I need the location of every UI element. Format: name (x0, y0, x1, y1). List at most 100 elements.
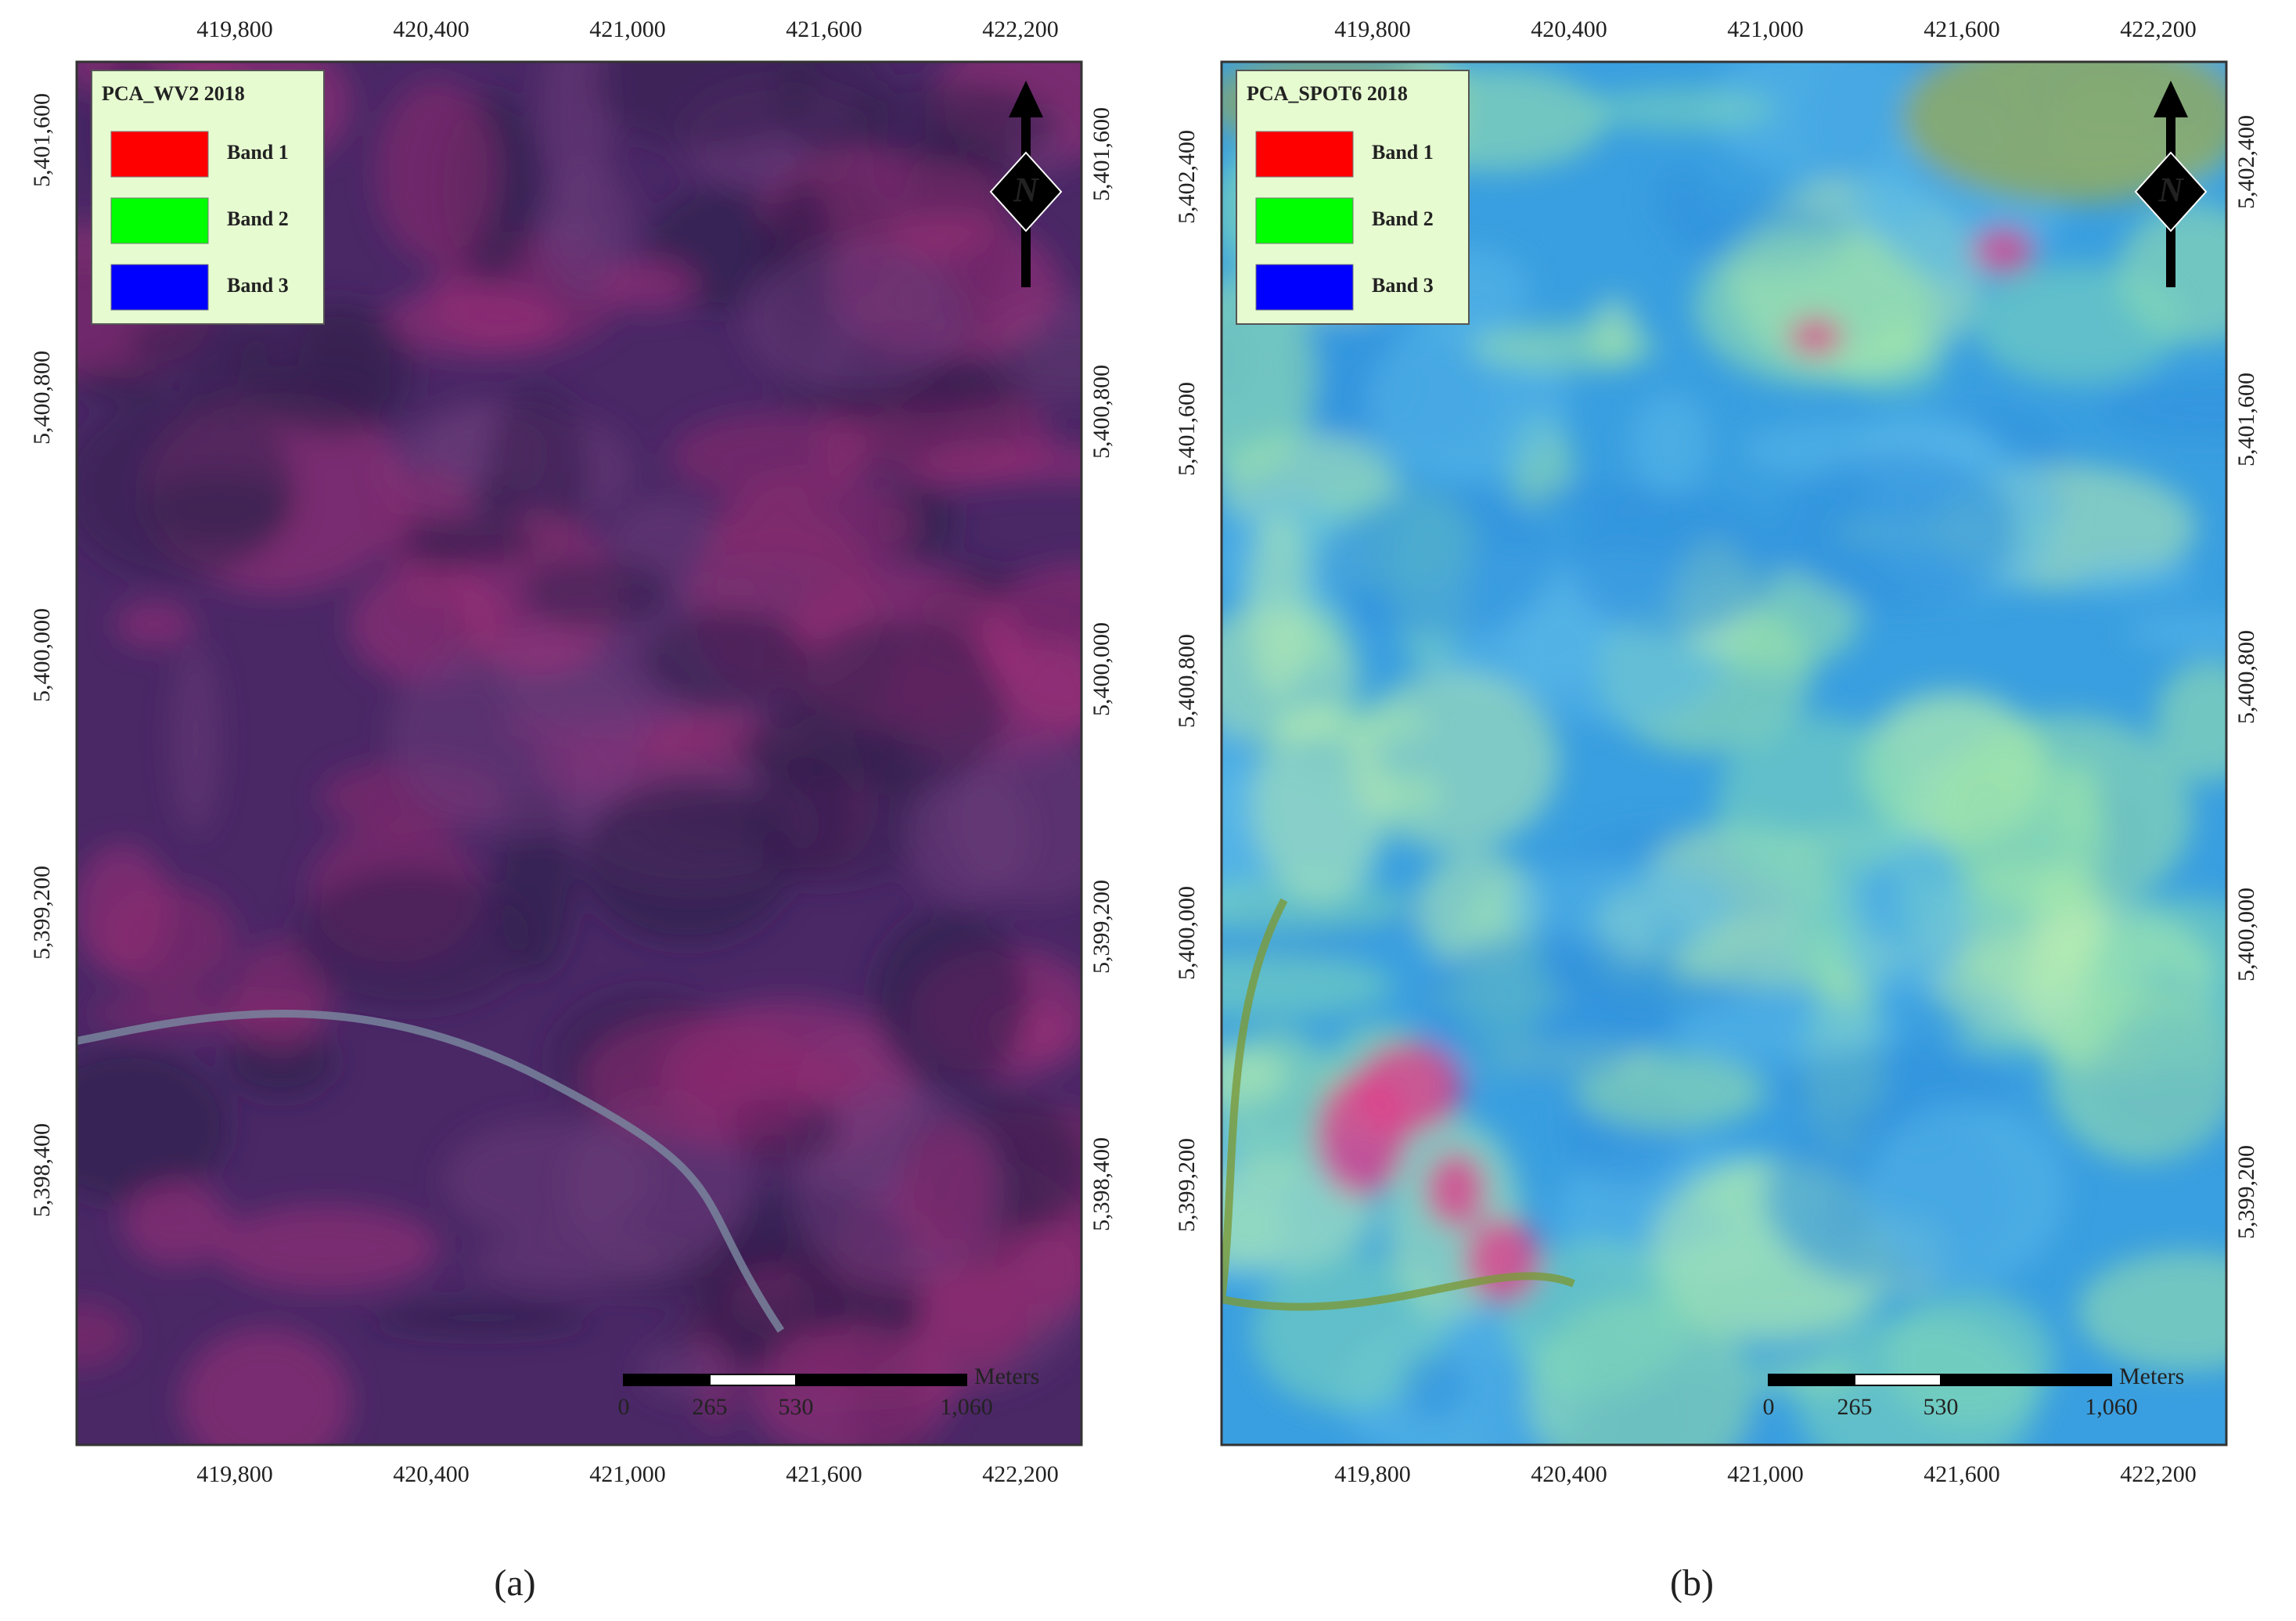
top-tick-label: 422,200 (982, 16, 1059, 42)
land-patch (582, 1014, 825, 1146)
olive-patch (1902, 62, 2226, 204)
land-patch (1795, 1314, 2037, 1445)
land-patch (1320, 487, 1559, 640)
land-patch (1717, 715, 1915, 890)
land-patch (604, 259, 697, 312)
legend-title: PCA_SPOT6 2018 (1247, 82, 1408, 105)
land-patch (1793, 881, 1848, 985)
legend: PCA_WV2 2018 Band 1 Band 2 Band 3 (91, 70, 325, 325)
land-patch (214, 1205, 440, 1291)
land-patch (593, 62, 819, 151)
left-tick-label: 5,399,200 (1174, 1138, 1200, 1232)
land-patch (2124, 613, 2226, 651)
land-patch (2100, 380, 2226, 438)
scale-bar-label: 265 (693, 1394, 728, 1420)
bottom-tick-label: 419,800 (196, 1461, 273, 1487)
land-patch (237, 300, 420, 441)
imagery (1222, 62, 2226, 1445)
land-patch (77, 365, 164, 401)
land-patch (1585, 88, 1778, 131)
scale-bar-label: 265 (1837, 1394, 1873, 1420)
land-patch (1222, 1163, 1378, 1272)
top-tick-label: 422,200 (2120, 16, 2197, 42)
left-tick-label: 5,401,600 (1174, 382, 1200, 476)
map-panel: 419,800 420,400 421,000 421,600 422,200 419,8… (29, 16, 1114, 1604)
land-patch (180, 1327, 351, 1445)
land-patch (1865, 1102, 2066, 1283)
scale-bar-label: 530 (779, 1394, 814, 1420)
land-patch (2047, 986, 2226, 1162)
imagery-texture (77, 62, 1081, 1445)
scale-bar-segment (709, 1374, 797, 1386)
scale-bar-label: 1,060 (2085, 1394, 2138, 1420)
land-patch (77, 1049, 230, 1204)
left-tick-label: 5,401,600 (29, 93, 55, 187)
bottom-tick-label: 422,200 (2120, 1461, 2197, 1487)
right-tick-label: 5,402,400 (2233, 115, 2259, 209)
land-patch (171, 644, 220, 833)
land-patch (1470, 323, 1657, 371)
land-patch (1938, 714, 2193, 914)
legend-swatch (110, 264, 209, 311)
river (77, 1010, 785, 1333)
pink-patch (1463, 1217, 1542, 1303)
bottom-tick-label: 421,600 (1924, 1461, 2000, 1487)
left-tick-label: 5,400,800 (29, 351, 55, 445)
scale-bar: 0 265 530 1,060 Meters (618, 1363, 1040, 1420)
land-patch (643, 609, 810, 708)
land-patch (581, 778, 794, 945)
land-patch (127, 309, 271, 376)
land-patch (518, 556, 675, 630)
land-patch (842, 80, 1058, 167)
pink-patch (1788, 317, 1843, 356)
left-tick-label: 5,400,000 (1174, 886, 1200, 980)
land-patch (1222, 953, 1394, 1019)
right-tick-label: 5,400,000 (2233, 888, 2259, 982)
land-patch (1694, 228, 1935, 386)
scale-bar-unit: Meters (974, 1363, 1039, 1389)
land-patch (1575, 1052, 1765, 1129)
land-patch (401, 515, 535, 569)
scale-bar-unit: Meters (2119, 1363, 2184, 1389)
land-patch (1222, 878, 1410, 933)
map-frame (75, 60, 1083, 1446)
land-patch (100, 884, 236, 994)
land-patch (786, 620, 1008, 795)
scale-bar-label: 1,060 (940, 1394, 993, 1420)
pink-patch (1972, 227, 2035, 274)
scale-bar-segment (1854, 1374, 1942, 1386)
north-label: N (2157, 171, 2185, 209)
right-tick-label: 5,399,200 (2233, 1145, 2259, 1239)
right-tick-label: 5,398,400 (1089, 1137, 1114, 1231)
top-tick-label: 421,600 (786, 16, 862, 42)
land-patch (542, 207, 605, 254)
land-patch (873, 910, 1029, 1090)
legend-label: Band 3 (1372, 274, 1434, 297)
land-patch (948, 737, 1081, 902)
top-tick-label: 421,000 (589, 16, 666, 42)
land-patch (754, 756, 854, 880)
map-panel: 419,800 420,400 421,000 421,600 422,200 419,8… (1174, 16, 2259, 1604)
river (1222, 898, 1575, 1311)
land-patch (225, 1025, 336, 1098)
scale-bar-label: 0 (618, 1394, 630, 1420)
top-tick-label: 420,400 (1531, 16, 1607, 42)
legend-swatch (1255, 131, 1354, 178)
top-tick-label: 420,400 (393, 16, 470, 42)
scale-bar-label: 0 (1763, 1394, 1775, 1420)
scale-bar-segment (795, 1374, 967, 1386)
land-patch (1675, 996, 1906, 1063)
land-patch (1776, 452, 2019, 609)
legend-swatch (1255, 264, 1354, 311)
land-patch (375, 79, 498, 264)
land-patch (744, 243, 970, 393)
imagery (77, 62, 1081, 1445)
land-patch (2078, 1251, 2226, 1371)
scale-bar: 0 265 530 1,060 Meters (1763, 1363, 2185, 1420)
bottom-tick-label: 421,000 (1727, 1461, 1804, 1487)
land-patch (1349, 670, 1560, 851)
scale-bar-segment (1768, 1374, 1855, 1386)
land-patch (385, 285, 562, 357)
land-patch (639, 1342, 729, 1397)
